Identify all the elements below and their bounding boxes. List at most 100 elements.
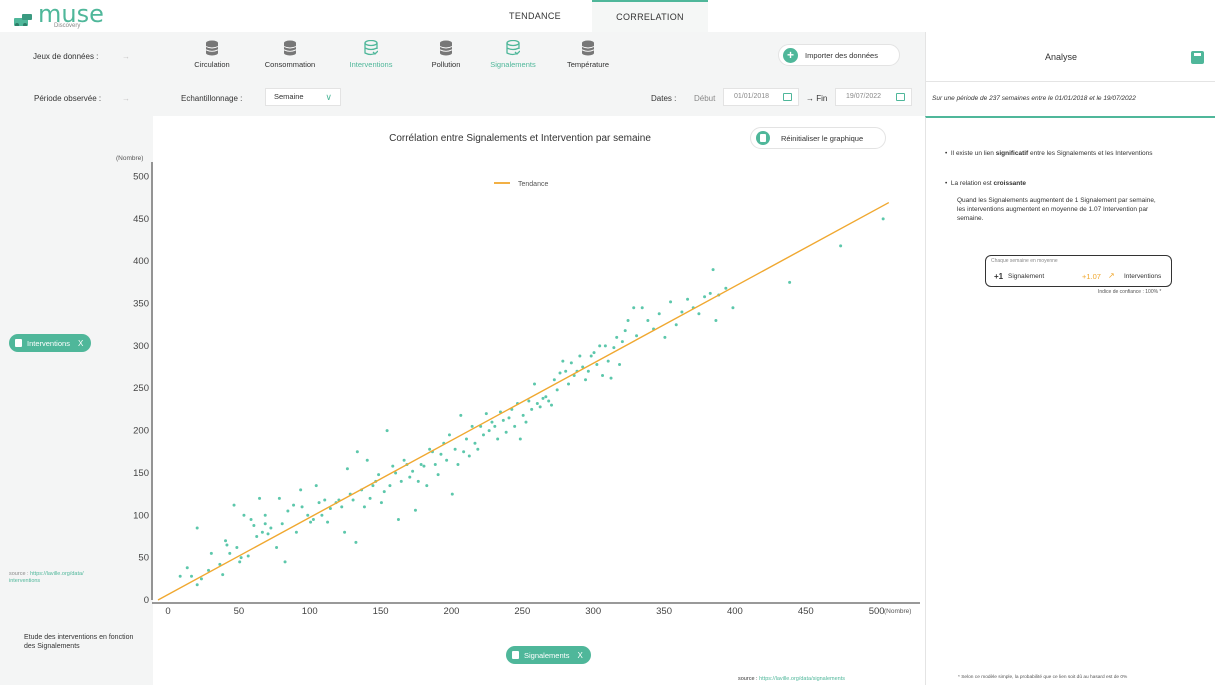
scatter-point [501,418,505,422]
scatter-point [612,346,616,350]
source-left: source : https://laville.org/data/ inter… [9,571,129,585]
summary-box-caption: Chaque semaine en moyenne [991,258,1058,264]
scatter-point [731,306,735,310]
scatter-point [561,359,565,363]
scatter-point [269,526,273,530]
reset-icon [756,131,770,145]
scatter-point [606,359,610,363]
tab-correlation[interactable]: CORRELATION [592,0,708,32]
data-points [178,217,885,587]
y-axis-ticks: 0 50 100 150 200 250 300 350 400 450 500 [133,171,149,606]
scatter-point [609,376,613,380]
source-right-prefix: source : [738,676,760,682]
scatter-point [521,413,525,417]
scatter-point [481,433,485,437]
scatter-point [544,395,548,399]
bullet1-bold: significatif [995,150,1029,157]
import-data-button[interactable]: + Importer des données [778,44,900,66]
tab-tendance[interactable]: TENDANCE [509,11,561,21]
scatter-point [467,454,471,458]
source-left-name[interactable]: interventions [9,578,41,584]
logo[interactable]: muse Discovery [14,0,114,30]
scatter-point [476,447,480,451]
summary-prefix: Sur une période de [932,95,990,102]
calendar-icon [896,93,905,101]
scatter-point [416,479,420,483]
scatter-point [524,420,528,424]
scatter-point [362,505,366,509]
top-bar: muse Discovery TENDANCE CORRELATION [0,0,1215,32]
dataset-label: Interventions [349,60,393,69]
scatter-point [598,344,602,348]
scatter-point [328,507,332,511]
scatter-point [714,318,718,322]
database-icon [512,651,519,659]
dates-label: Dates : [651,94,677,103]
scatter-point [221,573,225,577]
scatter-point [459,413,463,417]
start-label: Début [694,94,716,103]
summary-right-value: +1.07 [1082,272,1101,281]
scatter-point [589,354,593,358]
scatter-point [232,503,236,507]
dataset-pollution[interactable]: Pollution [411,40,481,74]
save-icon[interactable] [1191,51,1204,64]
reset-chart-label: Réinitialiser le graphique [781,133,864,143]
scatter-point [343,530,347,534]
legend-label: Tendance [518,181,548,188]
scatter-point [581,365,585,369]
database-check-icon [364,40,378,56]
scatter-point [260,530,264,534]
scatter-point [300,505,304,509]
scatter-point [513,424,517,428]
summary-count: 237 [989,95,1000,102]
x-variable-pill[interactable]: Signalements X [506,646,591,664]
scatter-point [839,244,843,248]
x-tick-label: 150 [373,606,389,617]
scatter-point [207,568,211,572]
footnote: * Selon ce modèle simple, la probabilité… [958,675,1128,680]
x-tick-label: 250 [514,606,530,617]
scatter-point [640,306,644,310]
scatter-point [450,492,454,496]
scatter-point [788,280,792,284]
source-right-link[interactable]: https://laville.org/data/signalements [759,676,846,682]
scatter-point [518,437,522,441]
trend-up-icon: ↗ [1108,271,1115,280]
scatter-point [462,450,466,454]
scatter-point [504,430,508,434]
source-left-link[interactable]: https://laville.org/data/ [30,571,84,577]
y-tick-label: 450 [133,214,149,225]
scatter-point [351,498,355,502]
start-date-input[interactable]: 01/01/2018 [723,88,799,106]
close-icon[interactable]: X [577,650,583,660]
y-tick-label: 350 [133,299,149,310]
scatter-point [470,424,474,428]
end-date-value: 19/07/2022 [846,93,882,100]
detail-line: Quand les Signalements augmentent de 1 S… [957,197,1156,204]
scatter-point [881,217,885,221]
scatter-point [507,416,511,420]
scatter-point [385,429,389,433]
dataset-circulation[interactable]: Circulation [177,40,247,74]
y-variable-pill[interactable]: Interventions X [9,334,92,352]
close-icon[interactable]: X [77,338,84,348]
end-date-input[interactable]: 19/07/2022 [835,88,912,106]
scatter-point [464,437,468,441]
scatter-point [294,530,298,534]
dataset-signalements[interactable]: Signalements [478,40,548,74]
dataset-consommation[interactable]: Consommation [255,40,325,74]
sampling-select[interactable]: Semaine ∨ [265,88,341,106]
bullet2-pre: La relation est [950,180,994,187]
x-tick-label: 200 [444,606,460,617]
reset-chart-button[interactable]: Réinitialiser le graphique [750,127,886,149]
scatter-point [586,369,590,373]
x-tick-label: 100 [302,606,318,617]
scatter-point [490,420,494,424]
scatter-point [275,545,279,549]
dataset-temperature[interactable]: Température [553,40,623,74]
dataset-interventions[interactable]: Interventions [336,40,406,74]
scatter-point [379,501,383,505]
scatter-point [391,464,395,468]
